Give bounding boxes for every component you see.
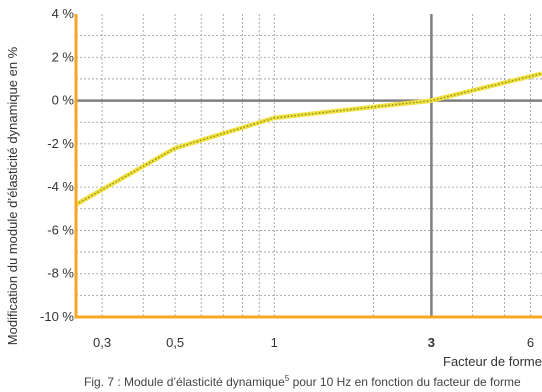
x-axis-label: Facteur de forme [443,354,542,369]
y-tick-labels: 4 % 2 % 0 % -2 % -4 % -6 % -8 % -10 % [40,6,74,324]
x-tick-label: 3 [428,335,435,350]
series-line-dots [75,72,542,206]
figure-caption: Fig. 7 : Module d’élasticité dynamique5 … [84,374,521,389]
y-tick-label: -10 % [40,309,74,324]
y-tick-label: 0 % [52,93,75,108]
y-tick-label: 2 % [52,49,75,64]
caption-superscript: 5 [284,374,290,383]
y-tick-label: 4 % [52,6,75,21]
grid [76,14,542,317]
y-axis-label: Modification du module d’élasticité dyna… [5,46,20,345]
series-line [74,71,542,207]
y-tick-label: -2 % [47,136,74,151]
axes [74,14,542,319]
y-tick-label: -4 % [47,179,74,194]
y-tick-label: -6 % [47,222,74,237]
x-tick-label: 0,3 [93,335,111,350]
x-tick-label: 1 [271,335,278,350]
x-tick-label: 0,5 [166,335,184,350]
y-tick-label: -8 % [47,266,74,281]
reference-lines [76,14,542,317]
x-tick-labels: 0,3 0,5 1 3 6 [93,335,534,350]
series-layer [74,71,542,207]
x-tick-label: 6 [527,335,534,350]
caption-suffix: pour 10 Hz en fonction du facteur de for… [289,375,521,389]
caption-prefix: Fig. 7 : Module d’élasticité dynamique [84,375,285,389]
